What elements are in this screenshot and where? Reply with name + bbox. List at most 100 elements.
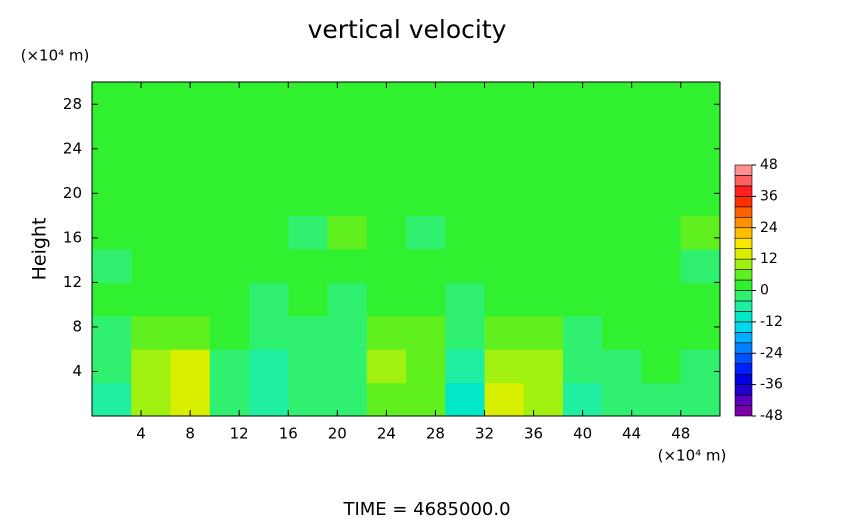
colorbar-box (734, 206, 753, 218)
heat-cell (602, 349, 642, 384)
heat-cell (484, 182, 525, 217)
y-tick-label: 20 (63, 184, 82, 202)
heat-cell (445, 249, 485, 283)
colorbar-tick-label: -12 (760, 314, 783, 330)
heat-cell (131, 249, 171, 283)
colorbar-box (734, 164, 753, 176)
heat-cell (249, 182, 289, 217)
heat-cell (131, 115, 171, 150)
heat-cell (406, 82, 446, 116)
x-tick-label: 28 (426, 425, 445, 443)
heat-cell (327, 115, 368, 150)
heat-cell (680, 182, 721, 217)
heat-cell (366, 215, 407, 250)
colorbar-box (734, 384, 753, 396)
heat-cell (92, 115, 132, 150)
heat-cell (366, 182, 407, 217)
heat-cell (602, 148, 642, 183)
colorbar-tick-label: -36 (760, 377, 783, 393)
heat-cell (641, 249, 682, 283)
heat-cell (327, 148, 368, 183)
heat-cell (327, 249, 368, 283)
heat-cell (366, 315, 407, 350)
colorbar-box (734, 216, 753, 229)
y-tick-label: 24 (63, 139, 82, 157)
x-tick-label: 8 (185, 425, 195, 443)
heat-cell (563, 115, 603, 150)
heat-cell (249, 349, 289, 384)
y-tick-label: 12 (63, 273, 82, 291)
colorbar-tick-label: 24 (760, 220, 778, 236)
heat-cell (680, 382, 721, 417)
heat-cell (249, 282, 289, 317)
heat-cell (170, 349, 211, 384)
heat-cell (288, 382, 328, 417)
heat-cell (170, 249, 211, 283)
chart-title: vertical velocity (308, 15, 507, 44)
heat-cell (563, 282, 603, 317)
heat-cell (249, 215, 289, 250)
heat-cell (484, 148, 525, 183)
colorbar-box (734, 269, 753, 281)
x-tick-label: 20 (328, 425, 347, 443)
colorbar-box (734, 248, 753, 260)
x-tick-label: 24 (377, 425, 396, 443)
colorbar-box (734, 311, 753, 323)
heat-cell (445, 382, 485, 417)
heat-cell (406, 382, 446, 417)
heat-cell (288, 148, 328, 183)
heat-cell (92, 315, 132, 350)
colorbar-box (734, 300, 753, 312)
heat-cell (641, 382, 682, 417)
footer: TIME = 4685000.0 (342, 499, 510, 519)
heat-cell (602, 282, 642, 317)
x-tick-label: 44 (622, 425, 641, 443)
heat-cell (209, 315, 250, 350)
colorbar-box (734, 321, 753, 333)
heat-cell (288, 115, 328, 150)
heat-cell (523, 282, 564, 317)
x-tick-label: 40 (573, 425, 592, 443)
colorbar-box (734, 258, 753, 270)
heat-cell (641, 82, 682, 116)
heat-cell (641, 148, 682, 183)
heat-cell (563, 148, 603, 183)
colorbar-box (734, 332, 753, 344)
colorbar-tick-label: 12 (760, 251, 778, 267)
heat-cell (445, 315, 485, 350)
heat-cell (523, 382, 564, 417)
heat-cell (366, 282, 407, 317)
heat-cell (523, 349, 564, 384)
heat-cell (641, 115, 682, 150)
colorbar-box (734, 363, 753, 375)
heat-cell (641, 215, 682, 250)
x-tick-label: 32 (475, 425, 494, 443)
colorbar-box (734, 373, 753, 385)
heat-cell (406, 115, 446, 150)
heat-cell (484, 115, 525, 150)
heat-cell (131, 315, 171, 350)
y-tick-label: 28 (63, 95, 82, 113)
heat-cell (366, 148, 407, 183)
heat-cell (288, 315, 328, 350)
x-tick-label: 12 (230, 425, 249, 443)
heat-cell (209, 182, 250, 217)
heat-cell (445, 215, 485, 250)
heat-cell (602, 182, 642, 217)
heat-cell (563, 315, 603, 350)
heat-cell (445, 349, 485, 384)
heat-cell (92, 382, 132, 417)
y-axis-label: Height (29, 218, 51, 281)
heat-cell (170, 315, 211, 350)
heat-cell (563, 349, 603, 384)
heat-cell (641, 315, 682, 350)
heat-cell (170, 148, 211, 183)
heat-cell (406, 182, 446, 217)
heat-cell (209, 249, 250, 283)
heat-cell (209, 215, 250, 250)
heat-cell (445, 282, 485, 317)
heat-cell (249, 249, 289, 283)
heat-cell (641, 349, 682, 384)
heat-cell (602, 382, 642, 417)
heat-cell (523, 249, 564, 283)
